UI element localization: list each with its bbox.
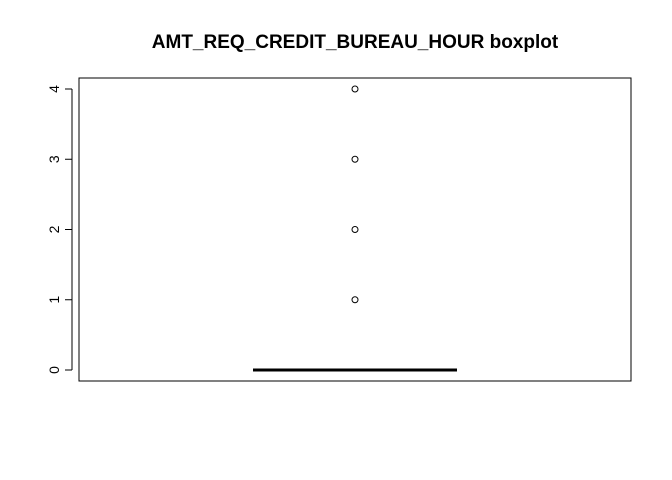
chart-title: AMT_REQ_CREDIT_BUREAU_HOUR boxplot (152, 32, 559, 53)
y-tick-label: 0 (46, 366, 62, 374)
y-axis: 0 1 2 3 4 (46, 85, 73, 374)
plot-frame (78, 77, 632, 382)
outlier-point (351, 155, 359, 163)
outlier-point (351, 226, 359, 233)
y-tick-label: 3 (46, 155, 62, 163)
y-tick-label: 2 (46, 225, 62, 233)
y-tick-label: 4 (46, 85, 62, 93)
y-tick-label: 1 (46, 296, 62, 304)
outlier-point (351, 296, 359, 304)
box-series (253, 85, 457, 372)
outlier-point (351, 85, 359, 93)
